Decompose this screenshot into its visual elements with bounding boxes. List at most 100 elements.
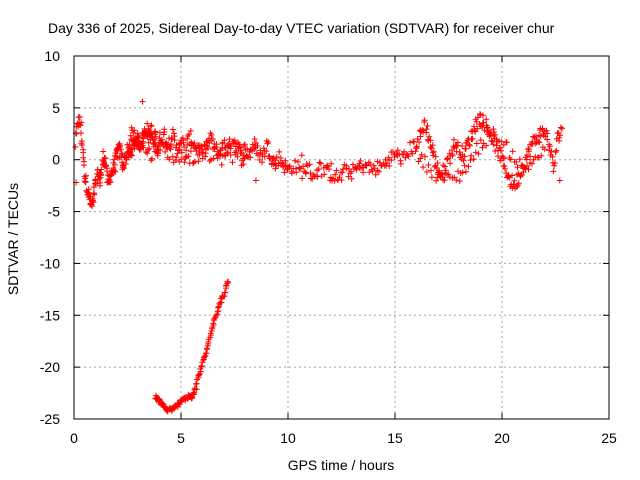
- branch-a-point: [226, 143, 233, 150]
- main-point: [549, 153, 556, 160]
- main-point: [168, 136, 175, 143]
- branch-a-point: [196, 147, 203, 154]
- branch-a-point: [178, 156, 185, 163]
- main-point: [78, 119, 85, 126]
- low-arc-point: [215, 304, 221, 311]
- main-point: [254, 142, 261, 149]
- main-point: [477, 111, 483, 117]
- main-point: [112, 168, 119, 175]
- branch-a-point: [160, 142, 167, 149]
- main-point: [360, 169, 367, 176]
- main-point: [282, 157, 289, 164]
- main-point: [477, 123, 484, 130]
- main-point: [263, 148, 270, 155]
- main-point: [411, 138, 417, 145]
- main-point: [144, 120, 151, 127]
- low-arc-point: [156, 396, 163, 403]
- main-point: [466, 142, 473, 149]
- main-point: [550, 168, 557, 175]
- branch-a-point: [503, 139, 510, 146]
- main-point: [370, 162, 377, 169]
- branch-a-point: [178, 149, 185, 156]
- branch-a-point: [195, 158, 202, 165]
- main-point: [102, 155, 109, 162]
- y-axis-label: SDTVAR / TECUs: [5, 183, 21, 295]
- main-point: [180, 139, 187, 146]
- branch-a-point: [198, 143, 205, 150]
- y-tick-label: -25: [40, 411, 60, 427]
- branch-a-point: [234, 153, 241, 160]
- main-point: [102, 162, 109, 169]
- main-point: [557, 124, 564, 131]
- outlier-point: [252, 177, 259, 184]
- main-point: [209, 136, 216, 142]
- main-point: [171, 137, 178, 144]
- branch-a-point: [445, 171, 452, 178]
- main-point: [226, 136, 233, 143]
- branch-a-point: [298, 152, 305, 159]
- main-point: [536, 139, 543, 146]
- branch-a-point: [488, 137, 495, 144]
- main-point: [416, 139, 423, 146]
- main-point: [259, 159, 266, 166]
- main-point: [89, 203, 95, 210]
- main-point: [89, 197, 96, 204]
- main-point: [80, 149, 87, 156]
- main-point: [293, 169, 300, 176]
- main-point: [104, 165, 110, 172]
- main-point: [460, 157, 467, 164]
- main-point: [97, 179, 104, 186]
- y-tick-label: -10: [40, 255, 60, 271]
- branch-a-point: [128, 124, 135, 131]
- main-point: [517, 173, 524, 180]
- main-point: [241, 141, 248, 148]
- main-point: [122, 160, 129, 167]
- branch-a-point: [134, 134, 141, 140]
- main-point: [551, 160, 558, 167]
- main-point: [161, 129, 168, 135]
- main-point: [306, 161, 313, 168]
- branch-a-point: [154, 152, 161, 159]
- branch-a-point: [422, 153, 428, 160]
- branch-a-point: [237, 150, 244, 156]
- branch-a-point: [418, 151, 425, 158]
- x-tick-label: 10: [280, 430, 296, 446]
- low-arc-point: [210, 320, 217, 327]
- plot-frame: [73, 55, 610, 420]
- main-point: [263, 137, 270, 144]
- branch-a-point: [206, 158, 213, 164]
- main-point: [128, 152, 135, 159]
- main-point: [479, 124, 486, 130]
- x-tick-label: 20: [494, 430, 510, 446]
- branch-a-point: [385, 154, 392, 161]
- y-tick-label: -15: [40, 307, 60, 323]
- branch-a-point: [491, 131, 498, 138]
- branch-a-point: [270, 161, 277, 168]
- main-point: [432, 153, 439, 160]
- main-point: [324, 162, 331, 169]
- main-point: [208, 132, 215, 138]
- low-arc-point: [201, 353, 208, 360]
- branch-a-point: [516, 156, 523, 163]
- branch-a-point: [428, 167, 434, 174]
- branch-a-point: [241, 155, 248, 162]
- branch-a-point: [131, 127, 138, 134]
- main-point: [440, 162, 447, 169]
- low-arc-point: [195, 372, 202, 378]
- outlier-point: [139, 98, 146, 105]
- main-point: [176, 146, 183, 153]
- main-point: [286, 163, 293, 169]
- main-point: [251, 136, 258, 142]
- main-point: [423, 126, 430, 133]
- branch-a-point: [199, 155, 206, 162]
- main-point: [498, 147, 504, 154]
- main-point: [77, 122, 84, 129]
- main-point: [421, 117, 428, 124]
- main-point: [539, 125, 546, 132]
- branch-a-point: [190, 159, 197, 166]
- low-arc-point: [193, 386, 200, 393]
- main-point: [449, 152, 456, 159]
- main-point: [181, 144, 188, 150]
- main-point: [547, 143, 553, 150]
- main-point: [461, 153, 468, 160]
